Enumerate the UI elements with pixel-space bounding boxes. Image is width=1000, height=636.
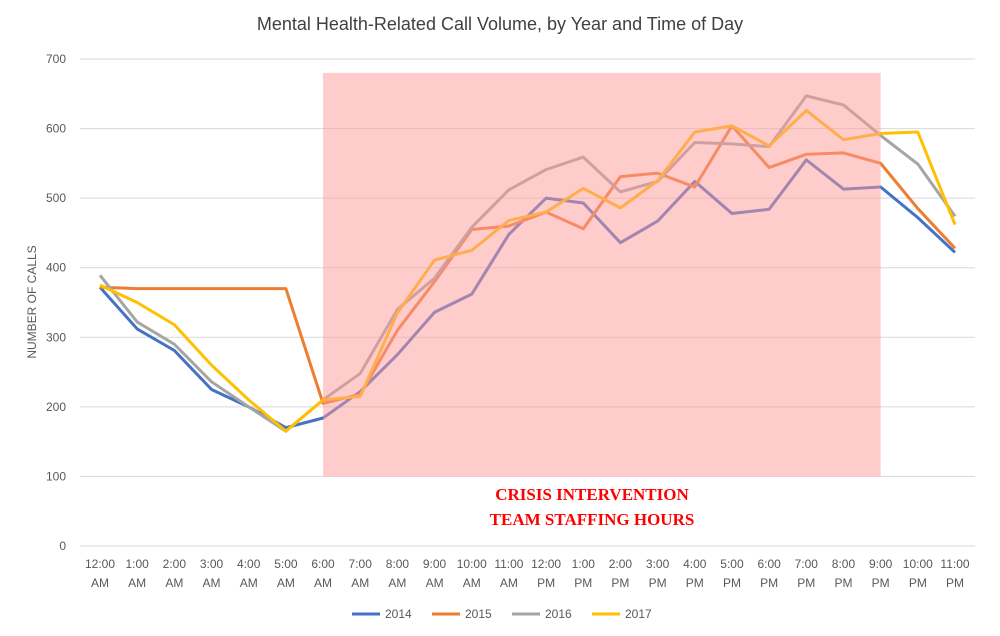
legend-label-2014: 2014 [385, 607, 412, 621]
x-tick-label: PM [797, 576, 815, 590]
x-tick-label: 3:00 [200, 557, 224, 571]
x-tick-label: PM [723, 576, 741, 590]
x-tick-label: AM [351, 576, 369, 590]
legend-label-2016: 2016 [545, 607, 572, 621]
chart-title: Mental Health-Related Call Volume, by Ye… [257, 14, 743, 34]
x-tick-label: PM [686, 576, 704, 590]
x-tick-label: 5:00 [274, 557, 298, 571]
region-label-line-2: TEAM STAFFING HOURS [490, 510, 695, 529]
y-axis-label: NUMBER OF CALLS [25, 245, 39, 358]
y-tick-label: 0 [59, 539, 66, 553]
x-tick-label: 2:00 [163, 557, 187, 571]
y-tick-label: 100 [46, 469, 66, 483]
legend-label-2015: 2015 [465, 607, 492, 621]
x-tick-label: AM [240, 576, 258, 590]
staffing-hours-region [323, 72, 881, 477]
x-tick-label: 3:00 [646, 557, 670, 571]
y-tick-label: 200 [46, 400, 66, 414]
x-tick-label: PM [611, 576, 629, 590]
x-tick-label: AM [426, 576, 444, 590]
x-tick-label: 11:00 [940, 557, 969, 571]
x-tick-label: 9:00 [869, 557, 893, 571]
y-tick-label: 700 [46, 52, 66, 66]
x-tick-label: PM [872, 576, 890, 590]
x-tick-label: AM [128, 576, 146, 590]
x-tick-label: 4:00 [237, 557, 261, 571]
x-tick-label: 7:00 [349, 557, 373, 571]
x-tick-label: 9:00 [423, 557, 447, 571]
x-tick-label: 12:00 [531, 557, 561, 571]
x-tick-label: 4:00 [683, 557, 707, 571]
x-tick-label: 8:00 [386, 557, 410, 571]
x-tick-label: 7:00 [795, 557, 819, 571]
x-tick-label: 5:00 [720, 557, 744, 571]
x-tick-label: 8:00 [832, 557, 856, 571]
x-tick-label: AM [388, 576, 406, 590]
x-tick-label: 10:00 [457, 557, 487, 571]
x-tick-label: AM [500, 576, 518, 590]
x-tick-label: 1:00 [125, 557, 149, 571]
x-tick-label: AM [314, 576, 332, 590]
x-tick-label: 11:00 [494, 557, 523, 571]
y-tick-label: 300 [46, 330, 66, 344]
x-tick-label: AM [165, 576, 183, 590]
y-tick-label: 600 [46, 122, 66, 136]
x-tick-label: 6:00 [311, 557, 335, 571]
region-label-line-1: CRISIS INTERVENTION [495, 485, 689, 504]
x-tick-label: AM [203, 576, 221, 590]
x-tick-label: AM [463, 576, 481, 590]
x-tick-label: PM [946, 576, 964, 590]
x-tick-label: 2:00 [609, 557, 633, 571]
x-tick-label: PM [834, 576, 852, 590]
x-tick-label: PM [649, 576, 667, 590]
legend-label-2017: 2017 [625, 607, 652, 621]
x-tick-label: PM [909, 576, 927, 590]
x-tick-label: 12:00 [85, 557, 115, 571]
x-tick-label: PM [760, 576, 778, 590]
x-tick-label: PM [574, 576, 592, 590]
x-tick-label: 1:00 [572, 557, 596, 571]
x-tick-label: 6:00 [757, 557, 781, 571]
x-tick-label: AM [277, 576, 295, 590]
y-tick-label: 400 [46, 261, 66, 275]
y-tick-label: 500 [46, 191, 66, 205]
x-tick-label: 10:00 [903, 557, 933, 571]
x-tick-label: AM [91, 576, 109, 590]
x-tick-label: PM [537, 576, 555, 590]
